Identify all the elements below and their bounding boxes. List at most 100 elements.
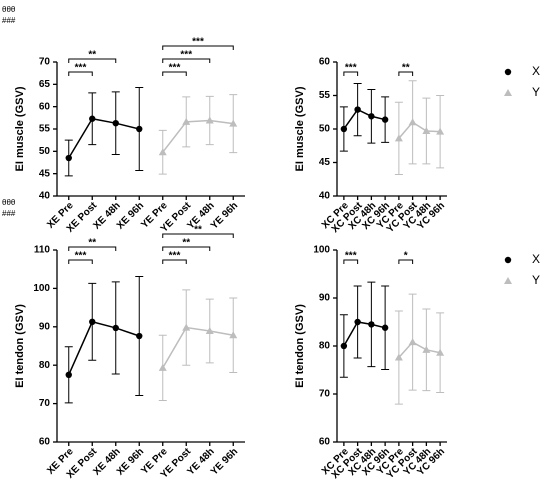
y-tick-label: 100 bbox=[33, 283, 50, 294]
significance-label: *** bbox=[75, 63, 87, 74]
significance-bracket bbox=[343, 259, 359, 264]
data-point bbox=[381, 324, 389, 331]
data-point bbox=[368, 113, 375, 120]
y-tick-label: 50 bbox=[319, 124, 331, 135]
data-point bbox=[354, 318, 361, 326]
y-tick-label: 50 bbox=[39, 146, 51, 157]
y-tick-label: 40 bbox=[39, 191, 51, 202]
data-point bbox=[205, 327, 214, 335]
significance-label: ** bbox=[182, 238, 190, 249]
data-point bbox=[408, 118, 417, 126]
data-point bbox=[205, 116, 214, 124]
data-point bbox=[158, 148, 167, 156]
y-tick-label: 55 bbox=[319, 90, 331, 101]
annotation: θθθ bbox=[2, 198, 16, 207]
significance-label: *** bbox=[345, 251, 357, 262]
significance-bracket bbox=[68, 246, 117, 251]
data-point bbox=[381, 116, 389, 123]
data-point bbox=[89, 318, 96, 326]
data-point bbox=[182, 323, 191, 331]
data-point bbox=[436, 348, 445, 356]
data-point bbox=[340, 342, 348, 350]
data-point bbox=[65, 371, 72, 378]
annotation: ### bbox=[2, 16, 16, 25]
significance-label: *** bbox=[345, 63, 357, 74]
significance-bracket bbox=[398, 71, 414, 76]
data-point bbox=[394, 353, 403, 361]
data-point bbox=[422, 127, 431, 135]
significance-bracket bbox=[162, 233, 234, 238]
y-tick-label: 60 bbox=[39, 437, 51, 448]
series-line bbox=[398, 341, 441, 359]
significance-label: *** bbox=[180, 50, 192, 61]
data-point bbox=[422, 345, 431, 353]
legend-marker bbox=[504, 89, 512, 96]
y-tick-label: 60 bbox=[39, 101, 51, 112]
data-point bbox=[408, 338, 417, 346]
data-point bbox=[136, 125, 143, 133]
significance-bracket bbox=[162, 259, 187, 264]
significance-label: *** bbox=[192, 37, 204, 48]
significance-label: * bbox=[404, 251, 408, 262]
y-tick-label: 70 bbox=[39, 398, 51, 409]
significance-bracket bbox=[343, 71, 359, 76]
data-point bbox=[229, 119, 238, 127]
significance-label: ** bbox=[194, 225, 202, 236]
annotation: ### bbox=[2, 209, 16, 218]
legend-label: X bbox=[532, 252, 540, 266]
y-tick-label: 65 bbox=[39, 79, 51, 90]
data-point bbox=[65, 154, 72, 162]
y-tick-label: 80 bbox=[319, 341, 331, 352]
significance-bracket bbox=[162, 71, 187, 76]
data-point bbox=[436, 127, 445, 135]
series-line bbox=[162, 326, 234, 369]
y-tick-label: 70 bbox=[39, 57, 51, 68]
significance-bracket bbox=[162, 45, 234, 50]
significance-bracket bbox=[162, 246, 211, 251]
series-line bbox=[68, 117, 140, 159]
data-point bbox=[368, 321, 375, 328]
data-point bbox=[136, 332, 143, 340]
y-tick-label: 45 bbox=[319, 157, 331, 168]
significance-label: ** bbox=[88, 238, 96, 249]
y-tick-label: 60 bbox=[319, 437, 331, 448]
significance-label: *** bbox=[75, 251, 87, 262]
series-line bbox=[68, 320, 140, 376]
legend-marker bbox=[504, 256, 512, 264]
significance-bracket bbox=[68, 259, 93, 264]
data-point bbox=[182, 117, 191, 125]
annotation: θθθ bbox=[2, 5, 16, 14]
y-tick-label: 70 bbox=[319, 389, 331, 400]
data-point bbox=[112, 324, 119, 332]
y-tick-label: 80 bbox=[39, 360, 51, 371]
legend-label: Y bbox=[532, 273, 540, 287]
legend-marker bbox=[504, 68, 512, 76]
data-point bbox=[229, 331, 238, 339]
y-axis-label: EI muscle (GSV) bbox=[294, 86, 306, 171]
significance-label: *** bbox=[169, 63, 181, 74]
series-line bbox=[398, 121, 441, 139]
y-axis-label: EI tendon (GSV) bbox=[294, 304, 306, 388]
series-line bbox=[343, 108, 386, 130]
data-point bbox=[354, 106, 361, 113]
significance-bracket bbox=[398, 259, 414, 264]
y-tick-label: 110 bbox=[34, 245, 51, 256]
legend-label: X bbox=[532, 64, 540, 78]
data-point bbox=[112, 119, 119, 127]
data-point bbox=[394, 134, 403, 142]
y-tick-label: 60 bbox=[319, 57, 331, 68]
data-point bbox=[158, 363, 167, 371]
series-line bbox=[343, 321, 386, 347]
significance-label: *** bbox=[169, 251, 181, 262]
y-axis-label: EI tendon (GSV) bbox=[14, 304, 26, 388]
legend-label: Y bbox=[532, 85, 540, 99]
data-point bbox=[89, 115, 96, 122]
y-tick-label: 55 bbox=[39, 124, 51, 135]
series-line bbox=[162, 119, 234, 153]
y-tick-label: 90 bbox=[319, 293, 331, 304]
data-point bbox=[340, 125, 348, 133]
